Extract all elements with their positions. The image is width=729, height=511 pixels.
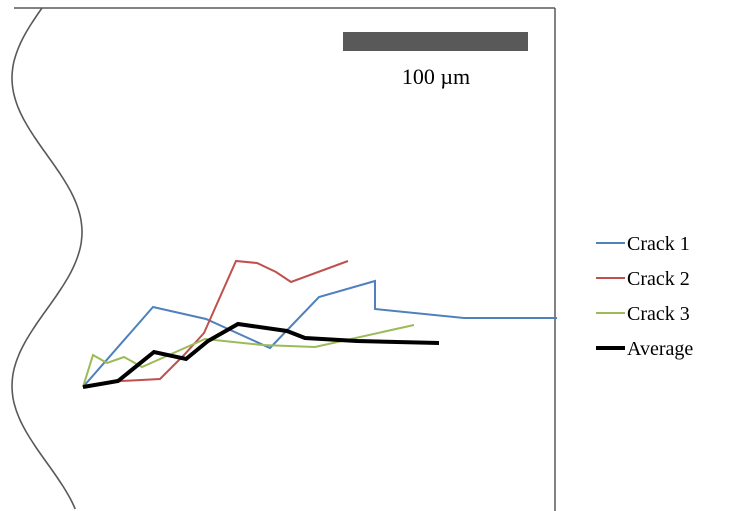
specimen-boundary-curve xyxy=(11,7,83,510)
scale-bar xyxy=(343,32,528,51)
legend: Crack 1 Crack 2 Crack 3 Average xyxy=(596,233,693,360)
series-line-crack-2 xyxy=(82,259,349,388)
scale-bar-label: 100 µm xyxy=(402,64,470,89)
series-group xyxy=(82,259,557,389)
legend-label-crack-1: Crack 1 xyxy=(627,233,690,255)
legend-label-crack-2: Crack 2 xyxy=(627,268,690,290)
legend-label-crack-3: Crack 3 xyxy=(627,303,690,325)
series-line-crack-1 xyxy=(82,279,557,388)
legend-label-average: Average xyxy=(627,338,693,360)
series-line-crack-3 xyxy=(82,324,415,388)
series-line-average xyxy=(82,321,440,389)
